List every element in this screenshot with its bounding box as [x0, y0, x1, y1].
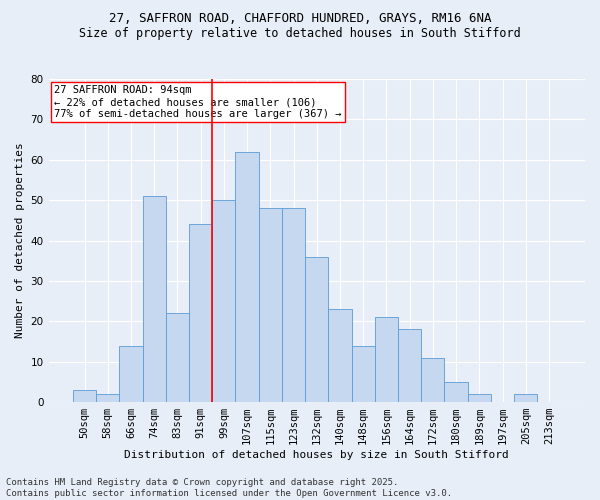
Bar	[96, 394, 119, 402]
Bar	[235, 152, 259, 402]
Bar	[305, 256, 328, 402]
Bar	[514, 394, 538, 402]
Bar	[421, 358, 445, 402]
Bar	[189, 224, 212, 402]
Bar	[468, 394, 491, 402]
Bar	[73, 390, 96, 402]
Bar	[166, 313, 189, 402]
Bar	[259, 208, 282, 402]
Text: 27, SAFFRON ROAD, CHAFFORD HUNDRED, GRAYS, RM16 6NA: 27, SAFFRON ROAD, CHAFFORD HUNDRED, GRAY…	[109, 12, 491, 26]
Bar	[119, 346, 143, 402]
Bar	[398, 330, 421, 402]
Bar	[282, 208, 305, 402]
Bar	[143, 196, 166, 402]
X-axis label: Distribution of detached houses by size in South Stifford: Distribution of detached houses by size …	[124, 450, 509, 460]
Text: 27 SAFFRON ROAD: 94sqm
← 22% of detached houses are smaller (106)
77% of semi-de: 27 SAFFRON ROAD: 94sqm ← 22% of detached…	[54, 86, 341, 118]
Bar	[212, 200, 235, 402]
Bar	[375, 318, 398, 402]
Bar	[352, 346, 375, 402]
Y-axis label: Number of detached properties: Number of detached properties	[15, 142, 25, 338]
Text: Contains HM Land Registry data © Crown copyright and database right 2025.
Contai: Contains HM Land Registry data © Crown c…	[6, 478, 452, 498]
Bar	[445, 382, 468, 402]
Text: Size of property relative to detached houses in South Stifford: Size of property relative to detached ho…	[79, 28, 521, 40]
Bar	[328, 309, 352, 402]
